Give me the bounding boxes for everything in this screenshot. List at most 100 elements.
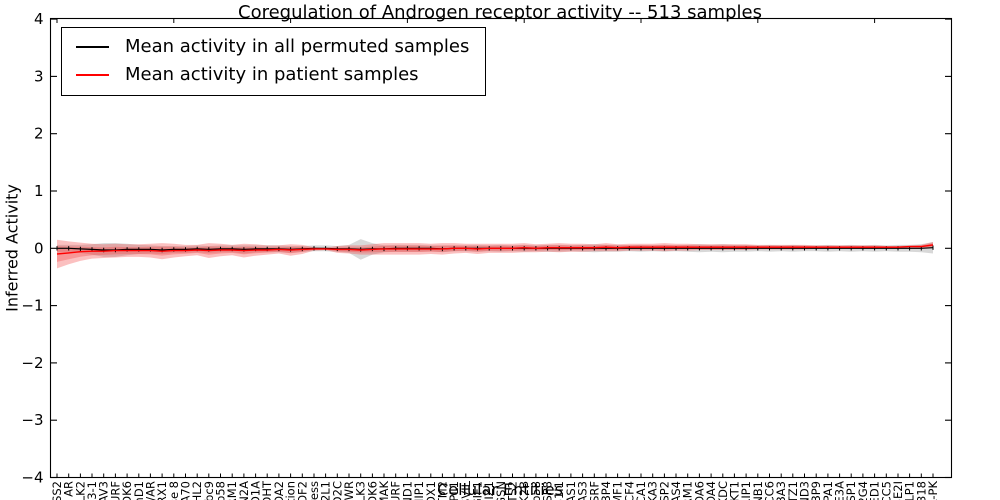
- x-category-label: HNRNPA1: [821, 481, 835, 500]
- patient-mean-line: [56, 244, 934, 255]
- x-category-label: AKT1: [727, 481, 741, 500]
- x-category-label: CDK6: [365, 481, 379, 500]
- x-category-label: TMF1: [611, 481, 625, 500]
- x-category-label: T-DHT/AR/Cyclin D3/CDK11 p58: [214, 481, 228, 500]
- x-category-label: NCOA2: [272, 481, 286, 500]
- x-category-label: T-DHT/AR/CyclinD1: [132, 481, 146, 500]
- legend-line-sample-permuted: [76, 45, 109, 48]
- y-tick-label: −2: [21, 354, 43, 372]
- x-category-label: JMJD1A: [249, 481, 263, 500]
- x-category-label: T-DHT/AR/TIF2/CARM1: [225, 481, 239, 500]
- y-tick-label: 4: [34, 10, 44, 28]
- y-tick-label: 2: [34, 125, 44, 143]
- chart-title: Coregulation of Androgen receptor activi…: [238, 2, 762, 23]
- x-category-label: PIAS1: [564, 481, 578, 500]
- x-category-label: GSN: [494, 481, 508, 500]
- y-tick-label: −1: [21, 297, 43, 315]
- x-category-label: CARM1: [681, 481, 695, 500]
- permuted-std-band: [57, 239, 933, 260]
- x-category-label: NKX3-1: [85, 481, 99, 500]
- x-category-label: KLK2: [73, 481, 87, 500]
- x-category-label: T-DHT/AR/Caspase 8: [167, 481, 181, 500]
- y-tick-label: 3: [34, 67, 44, 85]
- x-category-label: T-DHT/AR/PRX1: [155, 481, 169, 500]
- x-category-label: AOF2: [295, 481, 309, 500]
- x-category-label: SRF: [587, 481, 601, 500]
- x-category-label: TCF4: [622, 481, 636, 500]
- x-category-label: UBA3: [774, 481, 788, 500]
- x-category-label: TMPRSS2: [50, 481, 64, 500]
- x-category-label: cell proliferation: [284, 481, 298, 500]
- x-category-label: CDC2L1: [319, 481, 333, 500]
- x-category-label: HIP1: [412, 481, 426, 500]
- x-category-label: LATS2: [506, 481, 520, 500]
- x-category-label: MED1: [868, 481, 882, 500]
- x-category-label: FHL2: [190, 481, 204, 500]
- x-category-label: SNURF: [389, 481, 403, 500]
- x-category-label: ZMIZ1: [482, 481, 496, 500]
- x-axis-label: Cellular Entities: [437, 480, 563, 499]
- x-category-label: T-DHT/AR: [143, 481, 157, 500]
- legend-label-patient: Mean activity in patient samples: [125, 64, 419, 85]
- x-category-label: PIAS4: [669, 481, 683, 500]
- x-category-label: Cyclin D3/CDK11 p58: [529, 481, 543, 500]
- x-category-label: BRCA1: [634, 481, 648, 500]
- x-category-label: TGFB1I1: [552, 481, 566, 500]
- y-tick-label: −3: [21, 411, 43, 429]
- x-category-label: KLK3: [354, 481, 368, 500]
- legend-entry-patient: Mean activity in patient samples: [76, 64, 469, 85]
- x-category-label: RPS6KA3: [646, 481, 660, 500]
- x-category-label: T-DHT/AR/SNURF: [108, 481, 122, 500]
- x-category-label: AR: [62, 481, 76, 497]
- patient-std-band-outer: [57, 239, 933, 269]
- x-category-label: UBE3A: [833, 481, 847, 500]
- x-category-label: CTNNB1: [751, 481, 765, 500]
- x-category-label: NCOA6: [692, 481, 706, 500]
- x-category-label: DNA-PK: [926, 481, 940, 500]
- y-tick-label: −4: [21, 469, 43, 487]
- x-category-label: CMTM2: [435, 481, 449, 500]
- x-category-label: PIAS3: [576, 481, 590, 500]
- x-category-label: CDKN2A: [237, 481, 251, 500]
- legend-entry-permuted: Mean activity in all permuted samples: [76, 36, 469, 57]
- x-category-label: CTDSP1: [844, 481, 858, 500]
- x-category-label: SVIL: [459, 480, 473, 500]
- x-category-label: ZNF318: [914, 481, 928, 500]
- x-category-label: UBE2I: [891, 481, 905, 500]
- legend-label-permuted: Mean activity in all permuted samples: [125, 36, 470, 57]
- x-category-label: PTK2B: [517, 481, 531, 500]
- x-category-label: TGIF1: [471, 481, 485, 500]
- x-category-label: PRKDC: [716, 481, 730, 500]
- x-category-label: CCND3: [798, 481, 812, 500]
- x-category-label: MAK: [377, 481, 391, 500]
- x-category-label: CCND1: [400, 481, 414, 500]
- x-category-label: VAV3: [97, 481, 111, 500]
- y-tick-label: 1: [34, 182, 44, 200]
- legend: Mean activity in all permuted samples Me…: [61, 27, 487, 96]
- legend-line-sample-patient: [76, 73, 109, 76]
- y-axis-label: Inferred Activity: [2, 184, 22, 312]
- x-category-label: PAWR: [342, 481, 356, 500]
- x-category-label: PELP1: [903, 481, 917, 500]
- x-category-label: T-DHT/AR/ARA70: [179, 481, 193, 500]
- x-category-label: XRCC6: [763, 481, 777, 500]
- x-category-label: XRCC5: [879, 481, 893, 500]
- x-category-label: RANBP9: [809, 481, 823, 500]
- x-category-label: PATZ1: [786, 481, 800, 500]
- x-category-label: mol:T-DHT: [260, 480, 274, 500]
- y-tick-label: 0: [34, 239, 44, 257]
- x-category-label: NCOA4: [704, 481, 718, 500]
- x-category-label: FKBP4: [599, 481, 613, 500]
- x-category-label: APPL1: [447, 481, 461, 500]
- x-category-label: JMJD2C: [330, 481, 344, 500]
- x-category-label: CASP8: [541, 481, 555, 500]
- x-category-label: response to oxidative stress: [307, 481, 321, 500]
- x-category-label: NRIP1: [739, 481, 753, 500]
- x-category-label: T-DHT/AR/Ubc9: [202, 481, 216, 500]
- x-category-label: PRDX1: [424, 481, 438, 500]
- x-category-label: CTDSP2: [657, 481, 671, 500]
- x-category-label: T-DHT/AR/CDK6: [120, 481, 134, 500]
- x-category-label: PA2G4: [856, 481, 870, 500]
